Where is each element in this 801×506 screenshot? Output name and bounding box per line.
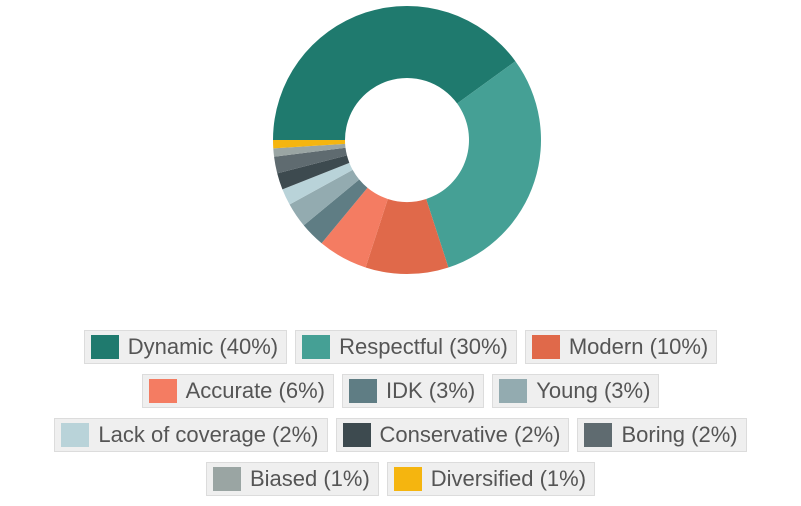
legend-item[interactable]: IDK (3%)	[341, 374, 485, 408]
legend-item[interactable]: Lack of coverage (2%)	[54, 418, 328, 452]
legend-label: Dynamic (40%)	[127, 334, 279, 359]
legend-item[interactable]: Biased (1%)	[205, 462, 379, 496]
legend-label: Young (3%)	[536, 378, 651, 403]
slice	[273, 140, 346, 149]
slice	[282, 162, 353, 205]
legend-swatch	[61, 423, 90, 447]
legend-row: Lack of coverage (2%) Conservative (2%) Bo…	[0, 418, 801, 452]
slice	[321, 187, 388, 268]
legend-label: Respectful (30%)	[339, 334, 508, 359]
slice	[303, 179, 368, 244]
chart: Dynamic (40%) Respectful (30%) Modern (10%…	[54, 6, 747, 496]
slice	[273, 143, 346, 157]
legend: Dynamic (40%) Respectful (30%) Modern (10%…	[0, 330, 801, 506]
legend-item[interactable]: Conservative (2%)	[335, 418, 570, 452]
legend-label: IDK (3%)	[385, 378, 476, 403]
slice	[273, 6, 516, 140]
legend-swatch	[90, 335, 119, 359]
legend-swatch	[302, 335, 331, 359]
legend-item[interactable]: Diversified (1%)	[386, 462, 596, 496]
legend-swatch	[348, 379, 377, 403]
legend-label: Boring (2%)	[621, 422, 738, 447]
legend-label: Biased (1%)	[249, 466, 370, 491]
legend-item[interactable]: Accurate (6%)	[141, 374, 334, 408]
legend-item[interactable]: Modern (10%)	[524, 330, 718, 364]
legend-swatch	[531, 335, 560, 359]
slice	[289, 169, 360, 226]
legend-label: Modern (10%)	[568, 334, 709, 359]
legend-row: Dynamic (40%) Respectful (30%) Modern (10%…	[0, 330, 801, 364]
legend-item[interactable]: Boring (2%)	[577, 418, 747, 452]
donut	[273, 6, 541, 274]
slice	[426, 61, 541, 268]
legend-swatch	[342, 423, 371, 447]
slice	[277, 155, 350, 190]
legend-item[interactable]: Young (3%)	[492, 374, 660, 408]
legend-item[interactable]: Respectful (30%)	[295, 330, 517, 364]
legend-row: Accurate (6%) IDK (3%) Young (3%)	[0, 374, 801, 408]
legend-swatch	[499, 379, 528, 403]
legend-swatch	[393, 467, 422, 491]
legend-item[interactable]: Dynamic (40%)	[83, 330, 288, 364]
legend-swatch	[584, 423, 613, 447]
legend-label: Conservative (2%)	[379, 422, 561, 447]
legend-swatch	[212, 467, 241, 491]
legend-swatch	[148, 379, 177, 403]
legend-label: Accurate (6%)	[185, 378, 325, 403]
slice	[365, 198, 449, 274]
legend-row: Biased (1%) Diversified (1%)	[0, 462, 801, 496]
legend-label: Diversified (1%)	[430, 466, 587, 491]
slice	[274, 147, 347, 174]
legend-label: Lack of coverage (2%)	[98, 422, 319, 447]
